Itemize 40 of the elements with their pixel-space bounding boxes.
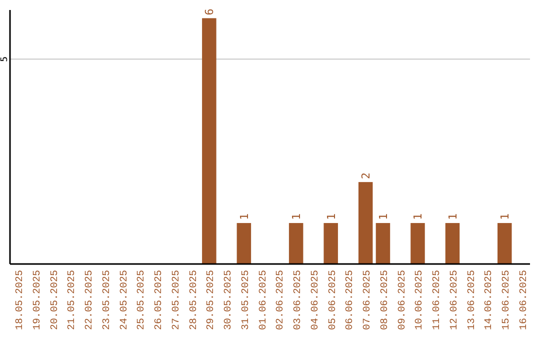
x-tick-label: 08.06.2025 <box>380 270 391 330</box>
x-tick-label: 30.05.2025 <box>224 270 235 330</box>
x-tick-label: 31.05.2025 <box>240 270 252 330</box>
data-label: 2 <box>360 172 373 180</box>
y-tick-label: 5 <box>0 56 10 62</box>
x-tick-label: 18.05.2025 <box>14 270 26 330</box>
data-label: 1 <box>412 213 425 220</box>
x-tick-label: 02.06.2025 <box>276 270 287 330</box>
x-tick-label: 09.06.2025 <box>397 270 408 330</box>
x-tick-label: 14.06.2025 <box>484 270 496 330</box>
x-tick-label: 12.06.2025 <box>449 270 460 330</box>
x-tick-label: 28.05.2025 <box>188 270 200 330</box>
data-label: 1 <box>324 213 338 220</box>
x-tick-label: 27.05.2025 <box>171 270 182 330</box>
x-tick-label: 15.06.2025 <box>502 270 513 330</box>
x-tick-label: 13.06.2025 <box>466 270 478 330</box>
data-label: 1 <box>238 213 251 220</box>
x-tick-label: 04.06.2025 <box>310 270 322 330</box>
data-label: 6 <box>203 8 216 16</box>
x-tick-label: 01.06.2025 <box>258 270 270 330</box>
x-tick-label: 06.06.2025 <box>345 270 356 330</box>
x-tick-label: 25.05.2025 <box>136 270 148 330</box>
data-label: 1 <box>376 213 390 220</box>
x-tick-label: 05.06.2025 <box>328 270 339 330</box>
x-tick-label: 26.05.2025 <box>154 270 166 330</box>
x-tick-label: 03.06.2025 <box>293 270 304 330</box>
x-tick-label: 20.05.2025 <box>50 270 61 330</box>
x-tick-label: 21.05.2025 <box>67 270 78 330</box>
x-tick-label: 24.05.2025 <box>119 270 130 330</box>
data-label: 1 <box>498 213 512 220</box>
x-tick-label: 11.06.2025 <box>432 270 444 330</box>
data-label: 1 <box>446 213 460 220</box>
x-tick-label: 10.06.2025 <box>414 270 426 330</box>
x-tick-label: 19.05.2025 <box>32 270 44 330</box>
x-tick-label: 16.06.2025 <box>519 270 530 330</box>
x-tick-label: 29.05.2025 <box>206 270 218 330</box>
x-tick-label: 23.05.2025 <box>102 270 113 330</box>
data-label: 1 <box>290 213 304 220</box>
x-tick-label: 22.05.2025 <box>84 270 96 330</box>
x-tick-label: 07.06.2025 <box>362 270 374 330</box>
